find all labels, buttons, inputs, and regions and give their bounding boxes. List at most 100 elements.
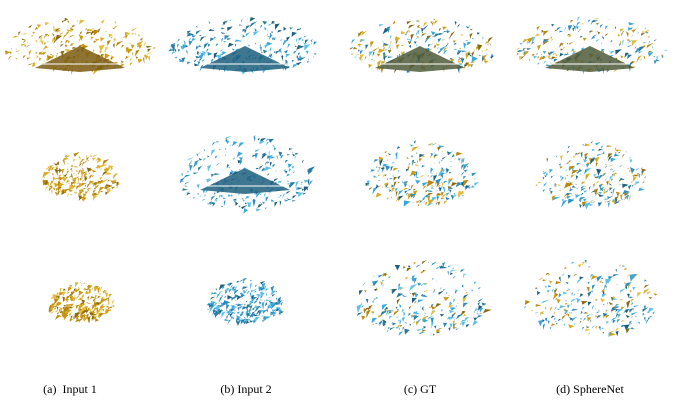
point-cloud-fragment — [630, 61, 635, 65]
point-cloud-fragment — [295, 180, 299, 189]
point-cloud-fragment — [457, 158, 461, 161]
point-cloud-fragment — [610, 191, 613, 194]
point-cloud-fragment — [567, 167, 570, 171]
point-cloud-fragment — [287, 183, 291, 185]
point-cloud-fragment — [375, 46, 465, 72]
point-cloud-fragment — [522, 39, 529, 44]
point-cloud-fragment — [408, 185, 410, 188]
point-cloud-fragment — [271, 31, 274, 34]
point-cloud-fragment — [446, 316, 456, 320]
point-cloud-fragment — [624, 285, 628, 290]
point-cloud-fragment — [388, 165, 390, 168]
point-cloud-fragment — [443, 47, 448, 51]
point-cloud-fragment — [181, 57, 186, 63]
point-cloud-fragment — [609, 183, 612, 186]
point-cloud-fragment — [303, 42, 308, 45]
point-cloud-fragment — [74, 192, 78, 194]
point-cloud-fragment — [279, 31, 281, 33]
point-cloud-fragment — [218, 290, 223, 295]
point-cloud-fragment — [93, 305, 96, 307]
point-cloud-fragment — [87, 307, 91, 310]
point-cloud-fragment — [70, 167, 73, 171]
point-cloud-fragment — [595, 162, 599, 168]
point-cloud-fragment — [479, 307, 484, 313]
point-cloud-fragment — [403, 187, 409, 191]
point-cloud-fragment — [293, 50, 298, 54]
point-cloud-fragment — [67, 309, 73, 313]
point-cloud-fragment — [303, 35, 307, 38]
point-cloud-fragment — [407, 40, 412, 45]
point-cloud-fragment — [393, 168, 399, 171]
point-cloud-fragment — [566, 42, 569, 45]
point-cloud-fragment — [460, 323, 462, 325]
point-cloud-fragment — [361, 30, 367, 37]
point-cloud-fragment — [107, 296, 110, 302]
point-cloud-fragment — [246, 312, 249, 314]
point-cloud-fragment — [461, 284, 464, 288]
point-cloud-fragment — [600, 187, 605, 192]
point-cloud-fragment — [65, 295, 71, 302]
point-cloud-fragment — [254, 305, 260, 309]
point-cloud-fragment — [105, 166, 107, 170]
point-cloud-fragment — [220, 53, 223, 56]
point-cloud-fragment — [638, 187, 645, 192]
point-cloud-fragment — [571, 308, 579, 311]
point-cloud-fragment — [405, 33, 407, 36]
point-cloud-fragment — [194, 59, 197, 63]
point-cloud-fragment — [96, 167, 99, 169]
point-cloud-fragment — [638, 50, 643, 54]
point-cloud-fragment — [446, 151, 451, 156]
point-cloud-fragment — [248, 309, 251, 317]
point-cloud-fragment — [111, 31, 113, 33]
point-cloud-fragment — [230, 194, 234, 197]
point-cloud-fragment — [451, 154, 455, 158]
point-cloud-fragment — [71, 180, 74, 182]
point-cloud-fragment — [107, 179, 110, 183]
point-cloud-fragment — [555, 321, 557, 323]
point-cloud-fragment — [427, 47, 430, 52]
point-cloud-fragment — [396, 298, 401, 305]
point-cloud-fragment — [301, 181, 304, 184]
point-cloud-fragment — [431, 278, 434, 280]
point-cloud-fragment — [98, 312, 102, 315]
point-cloud-fragment — [55, 165, 59, 173]
point-cloud-fragment — [271, 309, 275, 312]
point-cloud-fragment — [268, 138, 275, 143]
point-cloud-fragment — [45, 181, 47, 184]
point-cloud-fragment — [410, 193, 417, 198]
point-cloud-fragment — [564, 182, 574, 189]
point-cloud-fragment — [262, 298, 268, 303]
point-cloud-fragment — [236, 151, 243, 158]
point-cloud-fragment — [471, 289, 474, 292]
point-cloud-fragment — [48, 165, 54, 173]
point-cloud-fragment — [371, 169, 376, 172]
point-cloud-fragment — [616, 319, 621, 323]
point-cloud-fragment — [220, 194, 222, 197]
point-cloud-fragment — [407, 265, 411, 268]
point-cloud-fragment — [54, 46, 56, 49]
point-cloud-fragment — [105, 166, 112, 174]
point-cloud-fragment — [240, 279, 244, 282]
point-cloud-fragment — [545, 173, 549, 176]
point-cloud-fragment — [74, 295, 76, 298]
point-cloud-fragment — [198, 62, 201, 65]
point-cloud-fragment — [592, 324, 596, 329]
point-cloud-fragment — [629, 159, 633, 163]
point-cloud-fragment — [381, 166, 385, 173]
point-cloud-fragment — [223, 41, 227, 43]
point-cloud-fragment — [310, 39, 313, 42]
point-cloud-fragment — [264, 160, 268, 166]
point-cloud-fragment — [560, 176, 564, 182]
point-cloud-fragment — [577, 31, 580, 33]
point-cloud-fragment — [389, 189, 392, 193]
point-cloud-fragment — [552, 292, 559, 300]
point-cloud-fragment — [516, 47, 520, 51]
point-cloud-fragment — [108, 165, 114, 170]
point-cloud-fragment — [266, 161, 270, 164]
point-cloud-fragment — [481, 302, 486, 306]
point-cloud-fragment — [372, 186, 379, 195]
point-cloud-fragment — [107, 297, 110, 305]
point-cloud-fragment — [427, 43, 431, 48]
point-cloud-fragment — [377, 170, 380, 172]
point-cloud-fragment — [59, 287, 62, 294]
